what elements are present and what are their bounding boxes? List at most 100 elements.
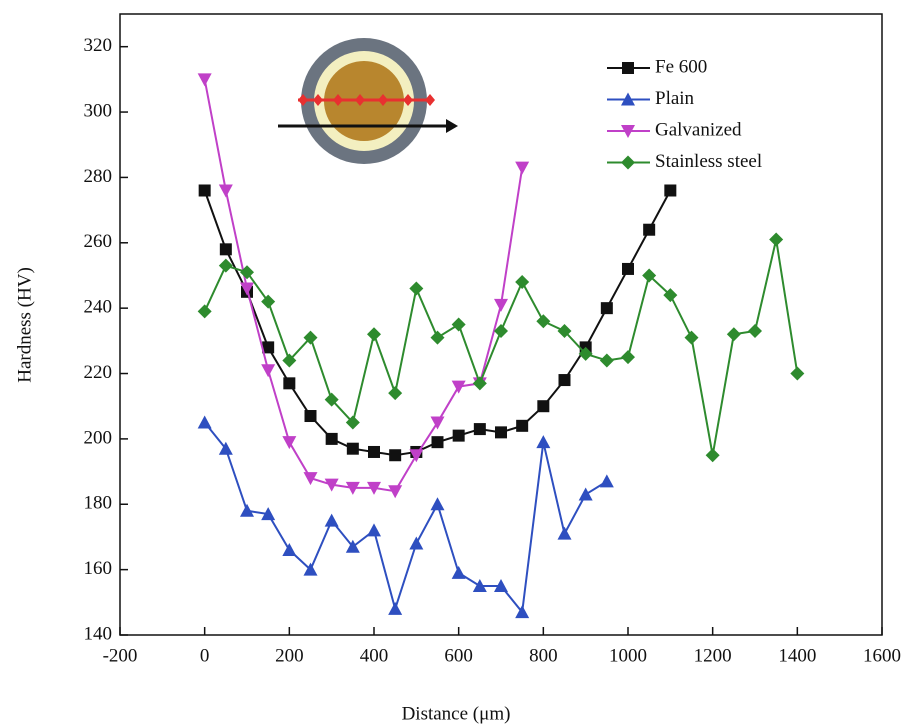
marker <box>515 605 530 619</box>
marker <box>599 353 614 368</box>
marker <box>345 481 360 495</box>
marker <box>409 281 424 296</box>
marker <box>218 258 233 273</box>
marker <box>324 513 339 527</box>
marker <box>790 366 805 381</box>
marker <box>197 304 212 319</box>
marker <box>664 184 677 197</box>
marker <box>430 416 445 430</box>
x-tick-label: -200 <box>103 645 138 666</box>
marker <box>748 324 762 339</box>
marker <box>684 330 699 345</box>
y-axis-title: Hardness (HV) <box>14 267 35 383</box>
marker <box>536 314 551 329</box>
marker <box>197 73 212 87</box>
x-tick-label: 800 <box>529 645 558 666</box>
marker <box>324 478 339 492</box>
marker <box>430 497 445 511</box>
x-tick-label: 600 <box>444 645 473 666</box>
marker <box>599 474 614 488</box>
marker <box>769 232 784 247</box>
marker <box>262 341 275 354</box>
inset-diagram <box>278 38 458 164</box>
marker <box>303 330 318 345</box>
legend-marker <box>621 155 635 170</box>
marker <box>516 419 529 432</box>
marker <box>324 392 339 407</box>
marker <box>368 445 380 458</box>
legend-marker <box>621 92 635 106</box>
series-line <box>203 239 799 456</box>
marker <box>219 243 232 256</box>
x-tick-label: 400 <box>360 645 389 666</box>
y-tick-label: 180 <box>84 493 113 514</box>
marker <box>409 536 424 550</box>
marker <box>578 487 593 501</box>
y-tick-label: 240 <box>84 297 113 318</box>
y-tick-label: 200 <box>84 427 113 448</box>
marker <box>451 317 466 332</box>
marker <box>389 449 402 462</box>
marker <box>325 432 338 445</box>
y-tick-label: 300 <box>84 100 113 121</box>
marker <box>218 441 233 455</box>
marker <box>367 327 381 342</box>
y-tick-label: 320 <box>84 35 113 56</box>
marker <box>558 374 571 387</box>
series-line <box>203 190 672 457</box>
legend-label: Fe 600 <box>655 56 707 77</box>
marker <box>642 268 657 283</box>
marker <box>261 364 276 378</box>
marker <box>240 503 254 517</box>
marker <box>515 161 530 175</box>
marker <box>494 324 508 339</box>
y-tick-label: 160 <box>84 558 113 579</box>
marker <box>282 543 297 557</box>
marker <box>388 485 403 499</box>
series-line <box>203 79 524 493</box>
marker <box>495 426 507 439</box>
marker <box>431 436 444 449</box>
marker <box>198 184 211 197</box>
marker <box>282 436 297 450</box>
marker <box>473 423 486 436</box>
marker <box>240 282 254 296</box>
marker <box>537 400 550 413</box>
marker <box>346 442 359 455</box>
marker <box>261 507 276 521</box>
marker <box>494 298 508 312</box>
marker <box>451 380 466 394</box>
marker <box>304 410 317 423</box>
marker <box>663 288 678 303</box>
marker <box>621 350 635 365</box>
marker <box>240 265 254 280</box>
x-tick-label: 1600 <box>863 645 901 666</box>
marker <box>472 578 487 592</box>
marker <box>578 346 593 361</box>
legend-label: Stainless steel <box>655 151 762 172</box>
marker <box>536 435 551 449</box>
marker <box>515 275 530 290</box>
marker <box>261 294 276 309</box>
plot-frame <box>119 13 883 636</box>
marker <box>451 565 466 579</box>
marker <box>557 324 572 339</box>
marker <box>303 472 318 486</box>
x-tick-label: 0 <box>200 645 210 666</box>
marker <box>367 481 381 495</box>
legend-marker <box>621 125 635 138</box>
marker <box>388 386 403 401</box>
marker <box>705 448 720 463</box>
marker <box>643 223 656 236</box>
x-tick-label: 1200 <box>694 645 732 666</box>
marker <box>197 415 212 429</box>
marker <box>622 262 634 275</box>
marker <box>388 601 403 615</box>
legend-label: Plain <box>655 88 695 109</box>
x-tick-label: 1000 <box>609 645 647 666</box>
marker <box>282 353 297 368</box>
marker <box>409 449 424 463</box>
marker <box>283 377 296 390</box>
marker <box>452 429 465 442</box>
legend-marker <box>622 62 634 74</box>
